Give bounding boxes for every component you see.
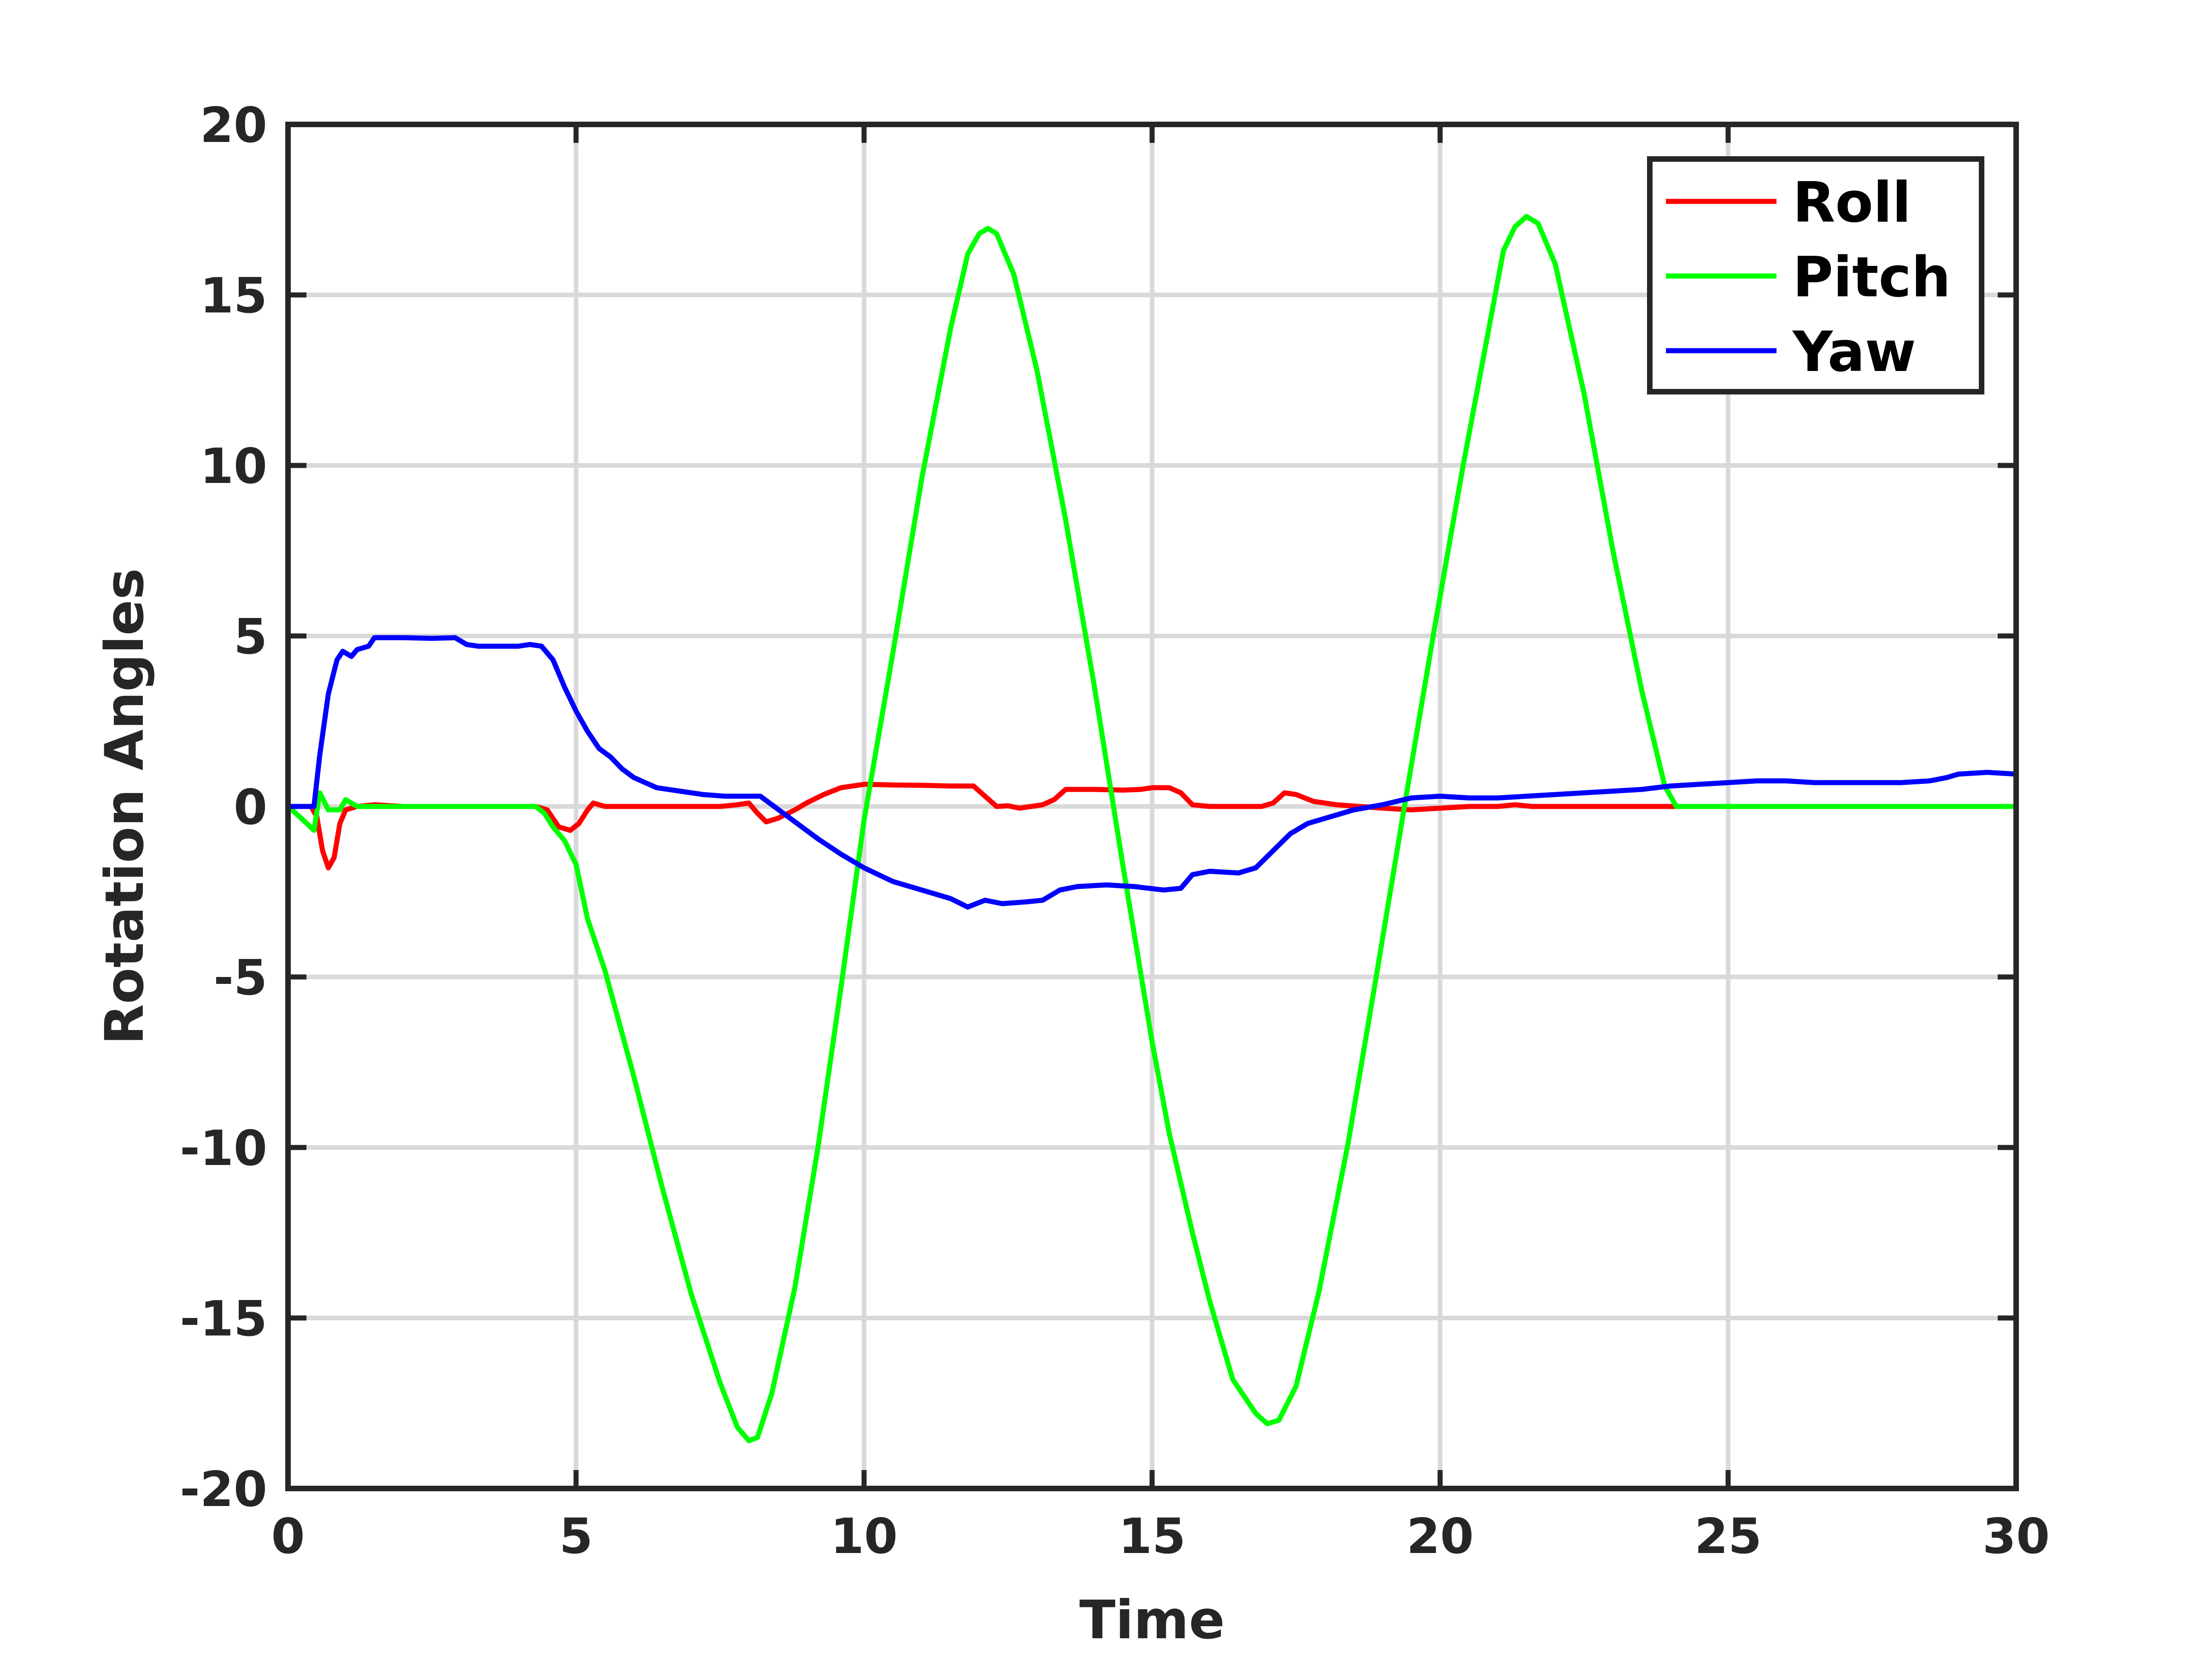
x-axis-label: Time [1079, 1589, 1225, 1651]
y-tick-label: -15 [180, 1291, 267, 1347]
x-tick-label: 30 [1983, 1508, 2050, 1565]
legend-label-roll: Roll [1793, 171, 1911, 235]
y-tick-label: 10 [200, 438, 267, 494]
legend-label-pitch: Pitch [1793, 246, 1951, 310]
y-tick-label: -5 [213, 950, 267, 1006]
y-axis-label: Rotation Angles [94, 568, 156, 1045]
x-tick-label: 15 [1118, 1508, 1186, 1565]
y-tick-label: 15 [200, 268, 267, 324]
series-lines [285, 214, 2019, 1443]
y-tick-label: -10 [180, 1120, 267, 1177]
x-tick-label: 25 [1694, 1508, 1762, 1565]
x-tick-label: 10 [830, 1508, 898, 1565]
legend: Roll Pitch Yaw [1647, 156, 1984, 394]
legend-items: Roll Pitch Yaw [1666, 171, 1951, 384]
series-line-yaw [285, 635, 2019, 910]
x-tick-label: 0 [271, 1508, 305, 1565]
y-tick-label: -20 [180, 1461, 267, 1518]
y-tick-label: 5 [234, 609, 267, 665]
legend-label-yaw: Yaw [1792, 320, 1916, 384]
y-tick-label: 0 [234, 779, 267, 835]
series-line-pitch [285, 214, 2019, 1443]
y-tick-labels: 20 15 10 5 0 -5 -10 -15 -20 [180, 97, 267, 1518]
x-tick-labels: 0 5 10 15 20 25 30 [271, 1508, 2050, 1565]
plot-frame [285, 122, 2019, 1491]
x-tick-label: 5 [559, 1508, 593, 1565]
y-tick-label: 20 [200, 97, 267, 153]
x-tick-label: 20 [1406, 1508, 1474, 1565]
